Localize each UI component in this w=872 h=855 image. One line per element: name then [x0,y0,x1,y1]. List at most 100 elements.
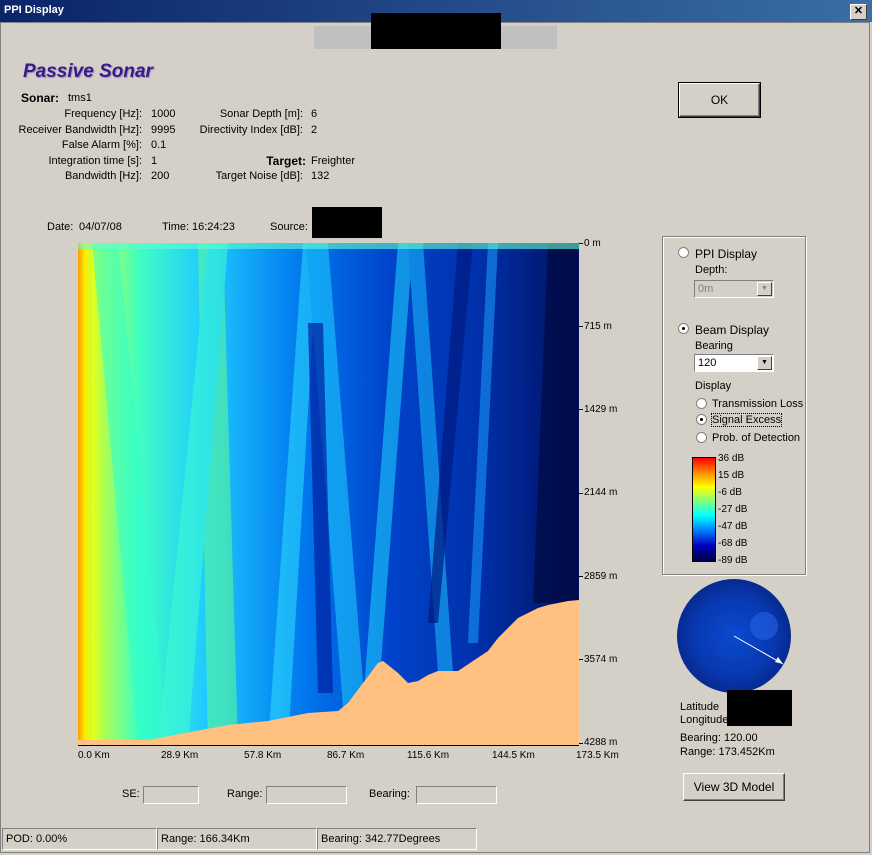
colorbar-label: -68 dB [718,538,748,549]
prob-detection-label[interactable]: Prob. of Detection [712,432,801,444]
directivity-index-label: Directivity Index [dB]: [199,124,303,136]
status-pod: POD: 0.00% [2,828,157,850]
target-value: Freighter [311,155,356,167]
title-bar: PPI Display [0,0,872,22]
display-options-group [662,236,806,575]
longitude-label: Longitude [680,714,729,726]
time-value: 16:24:23 [192,221,235,233]
window-title: PPI Display [4,4,64,16]
y-tick: 2859 m [584,571,618,582]
target-noise-value: 132 [311,170,330,182]
range-readout-label: Range: [227,788,263,800]
range-field[interactable] [266,786,347,804]
signal-excess-plot[interactable] [78,243,579,745]
position-range: Range: 173.452Km [680,746,775,758]
receiver-bandwidth-label: Receiver Bandwidth [Hz]: [18,124,143,136]
y-tick: 715 m [584,321,612,332]
frequency-label: Frequency [Hz]: [64,108,142,120]
status-bearing: Bearing: 342.77Degrees [317,828,477,850]
directivity-index-value: 2 [311,124,318,136]
receiver-bandwidth-value: 9995 [151,124,176,136]
display-label: Display [695,380,732,392]
bearing-line [733,635,784,665]
se-label: SE: [122,788,140,800]
y-tick: 1429 m [584,404,618,415]
bearing-select-value: 120 [698,357,717,369]
bandwidth-value: 200 [151,170,170,182]
view-3d-model-button[interactable]: View 3D Model [683,773,785,801]
y-tick: 4288 m [584,737,618,748]
bearing-arrow-icon [775,657,783,664]
x-tick: 173.5 Km [576,750,619,761]
page-title: Passive Sonar [23,61,153,82]
x-axis-line [78,745,579,746]
transmission-loss-label[interactable]: Transmission Loss [712,398,804,410]
bearing-select-label: Bearing [695,340,733,352]
x-tick: 57.8 Km [244,750,282,761]
frequency-value: 1000 [151,108,176,120]
prob-detection-radio[interactable] [696,432,707,443]
sonar-label: Sonar: [21,91,60,105]
depth-value: 0m [698,283,714,295]
x-tick: 144.5 Km [492,750,535,761]
y-tick-marks [579,243,583,745]
colorbar-label: -89 dB [718,555,748,566]
transmission-loss-radio[interactable] [696,398,707,409]
y-tick: 0 m [584,238,601,249]
surface-band [78,243,579,249]
signal-excess-radio[interactable] [696,414,707,425]
bearing-field[interactable] [416,786,497,804]
date-value: 04/07/08 [79,221,122,233]
status-range: Range: 166.34Km [157,828,317,850]
target-noise-label: Target Noise [dB]: [215,170,303,182]
x-tick: 115.6 Km [407,750,450,761]
x-tick: 0.0 Km [78,750,110,761]
sonar-depth-value: 6 [311,108,318,120]
y-tick: 2144 m [584,487,618,498]
shadow-zones [308,243,578,693]
signal-excess-label[interactable]: Signal Excess [710,413,783,427]
sonar-depth-label: Sonar Depth [m]: [219,108,303,120]
bearing-readout-label: Bearing: [369,788,410,800]
date-label: Date: [47,221,74,233]
ppi-texture [750,612,778,640]
redacted-block [371,13,501,49]
integration-time-label: Integration time [s]: [48,155,142,167]
x-tick: 86.7 Km [327,750,365,761]
target-label: Target: [266,154,306,168]
ok-button[interactable]: OK [678,82,761,118]
seabed [78,600,579,745]
bandwidth-label: Bandwidth [Hz]: [64,170,142,182]
beam-display-radio[interactable] [678,323,689,334]
colorbar-label: 36 dB [718,453,745,464]
sonar-name: tms1 [68,92,92,104]
depth-label: Depth: [695,264,728,276]
beam-display-label[interactable]: Beam Display [695,323,770,337]
coords-redacted [727,690,792,726]
false-alarm-value: 0.1 [151,139,167,151]
bearing-select[interactable]: 120 ▼ [694,354,774,372]
chevron-down-icon[interactable]: ▼ [757,356,772,370]
colorbar-label: 15 dB [718,470,745,481]
chevron-down-icon: ▼ [757,282,772,296]
depth-select: 0m ▼ [694,280,774,298]
close-button[interactable]: ✕ [850,4,867,20]
source-redacted [312,207,382,238]
colorbar-label: -47 dB [718,521,748,532]
colorbar-label: -27 dB [718,504,748,515]
x-tick: 28.9 Km [161,750,199,761]
integration-time-value: 1 [151,155,158,167]
y-tick: 3574 m [584,654,618,665]
false-alarm-label: False Alarm [%]: [61,139,142,151]
source-label: Source: [270,221,308,233]
colorbar-label: -6 dB [718,487,742,498]
se-field[interactable] [143,786,199,804]
ppi-bearing-scope[interactable] [676,578,792,694]
position-bearing: Bearing: 120.00 [680,732,758,744]
plot-near-field [78,243,92,745]
time-label: Time: [162,221,190,233]
colorbar [692,457,716,562]
ppi-display-label[interactable]: PPI Display [695,247,758,261]
ppi-display-radio[interactable] [678,247,689,258]
latitude-label: Latitude [680,701,720,713]
